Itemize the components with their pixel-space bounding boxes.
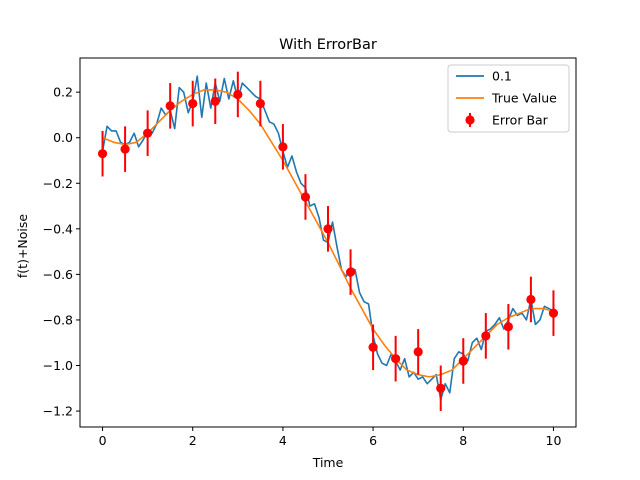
x-tick-label: 8	[459, 433, 467, 448]
x-tick-label: 6	[369, 433, 377, 448]
data-point	[233, 89, 243, 100]
data-point	[436, 383, 446, 393]
x-axis-label: Time	[312, 455, 344, 470]
axes-ticks: 0 2 4 6 8 10 −1.2 −1.0 −0.8 −0.6 −0.4 −0.2 0.0 0.2	[43, 85, 562, 448]
x-tick-label: 2	[189, 433, 197, 448]
y-tick-label: −0.2	[43, 176, 73, 191]
y-tick-label: −0.4	[43, 221, 73, 236]
data-point	[526, 294, 536, 305]
data-point	[120, 144, 130, 154]
data-point	[345, 267, 356, 277]
data-point	[458, 356, 468, 366]
data-point	[188, 98, 198, 109]
data-point	[210, 96, 220, 106]
y-tick-label: −0.8	[43, 312, 73, 327]
data-point	[165, 101, 175, 111]
legend-label: True Value	[491, 91, 557, 106]
y-tick-label: −0.6	[43, 267, 73, 282]
legend-swatch-marker	[465, 115, 475, 125]
y-tick-label: 0.2	[53, 85, 73, 100]
y-axis-label: f(t)+Noise	[15, 214, 30, 279]
data-point	[278, 142, 288, 152]
legend-label: 0.1	[492, 69, 512, 84]
legend-label: Error Bar	[492, 113, 549, 128]
y-tick-label: −1.2	[43, 404, 73, 419]
data-point	[548, 308, 559, 318]
data-point	[413, 347, 423, 357]
y-tick-label: 0.0	[53, 130, 73, 145]
data-point	[300, 192, 311, 202]
data-point	[143, 128, 153, 138]
data-point	[503, 322, 513, 332]
data-point	[255, 98, 265, 109]
data-point	[481, 331, 491, 341]
plot-area	[97, 71, 559, 412]
chart-title: With ErrorBar	[279, 37, 377, 53]
data-point	[391, 354, 401, 364]
axes-frame	[79, 57, 577, 428]
data-point	[97, 149, 108, 159]
y-tick-label: −1.0	[43, 358, 73, 373]
x-tick-label: 0	[99, 433, 107, 448]
legend: 0.1 True Value Error Bar	[447, 64, 570, 133]
data-point	[368, 342, 378, 352]
data-point	[323, 224, 333, 234]
x-tick-label: 4	[279, 433, 287, 448]
x-tick-label: 10	[546, 433, 562, 448]
legend-box	[447, 64, 570, 133]
